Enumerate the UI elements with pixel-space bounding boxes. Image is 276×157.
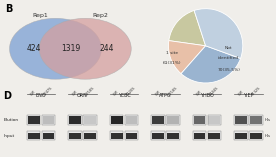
Bar	[250, 133, 262, 139]
Bar	[234, 131, 248, 140]
Text: WT: WT	[113, 90, 120, 97]
Text: C218S: C218S	[168, 86, 178, 97]
Bar	[42, 115, 55, 125]
Text: C218S: C218S	[84, 86, 95, 97]
Bar	[235, 133, 247, 139]
Text: B: B	[6, 4, 13, 14]
Bar	[111, 116, 123, 124]
Text: 244: 244	[100, 44, 114, 53]
Text: 1 site: 1 site	[166, 51, 178, 55]
Text: YIEF: YIEF	[243, 93, 254, 98]
Text: His: His	[264, 134, 270, 138]
Bar	[208, 133, 220, 139]
Bar	[110, 115, 123, 125]
Text: 424: 424	[26, 44, 41, 53]
Text: His: His	[264, 118, 270, 122]
Bar	[125, 131, 138, 140]
Bar	[84, 133, 96, 139]
Bar	[249, 131, 263, 140]
Text: Rep2: Rep2	[92, 13, 108, 18]
Bar	[249, 115, 263, 125]
Bar	[193, 115, 206, 125]
Bar	[208, 115, 221, 125]
Text: ENO: ENO	[36, 93, 46, 98]
Bar	[27, 115, 40, 125]
Bar	[208, 116, 220, 124]
Text: WT: WT	[237, 90, 245, 97]
Ellipse shape	[9, 18, 102, 79]
Text: ORN: ORN	[77, 93, 88, 98]
Text: WT: WT	[30, 90, 37, 97]
Bar	[27, 131, 40, 140]
Text: WT: WT	[196, 90, 203, 97]
Bar	[83, 131, 97, 140]
Bar	[167, 116, 179, 124]
Text: WT: WT	[155, 90, 162, 97]
Bar	[166, 131, 180, 140]
Bar	[110, 131, 123, 140]
Bar	[126, 133, 137, 139]
Wedge shape	[168, 41, 206, 74]
Wedge shape	[181, 46, 241, 83]
Text: WT: WT	[71, 90, 79, 97]
Bar	[42, 131, 55, 140]
Bar	[69, 133, 81, 139]
Text: C120S: C120S	[126, 86, 137, 97]
Text: YEBC: YEBC	[118, 93, 130, 98]
Bar	[126, 116, 137, 124]
Bar	[28, 133, 39, 139]
Bar	[167, 133, 179, 139]
Text: Elution: Elution	[3, 118, 18, 122]
Bar	[43, 133, 54, 139]
Bar	[68, 131, 82, 140]
Text: 70(35.5%): 70(35.5%)	[217, 68, 240, 72]
Bar	[68, 115, 82, 125]
Bar	[234, 115, 248, 125]
Text: Rep1: Rep1	[33, 13, 49, 18]
Text: YHBO: YHBO	[200, 93, 214, 98]
Bar	[235, 116, 247, 124]
Bar	[193, 133, 206, 139]
Bar	[151, 115, 165, 125]
Bar	[193, 131, 206, 140]
Text: identified: identified	[218, 56, 239, 60]
Bar	[208, 131, 221, 140]
Bar	[250, 116, 262, 124]
Bar	[84, 116, 96, 124]
Text: C104S: C104S	[209, 86, 220, 97]
Bar	[69, 116, 81, 124]
Text: Not: Not	[225, 46, 232, 50]
Wedge shape	[194, 9, 243, 58]
Bar	[43, 116, 54, 124]
Bar	[111, 133, 123, 139]
Bar	[152, 116, 164, 124]
Text: Input: Input	[3, 134, 15, 138]
Bar	[193, 116, 206, 124]
Bar	[28, 116, 39, 124]
Text: C132S: C132S	[250, 86, 261, 97]
Text: 61(31%): 61(31%)	[163, 62, 181, 65]
Bar	[152, 133, 164, 139]
Bar	[125, 115, 138, 125]
Bar	[83, 115, 97, 125]
Text: ATPG: ATPG	[159, 93, 172, 98]
Bar	[166, 115, 180, 125]
Bar	[151, 131, 165, 140]
Text: 1319: 1319	[61, 44, 80, 53]
Text: C247S: C247S	[43, 86, 54, 97]
Ellipse shape	[39, 18, 131, 79]
Wedge shape	[169, 11, 206, 46]
Text: D: D	[4, 91, 12, 101]
